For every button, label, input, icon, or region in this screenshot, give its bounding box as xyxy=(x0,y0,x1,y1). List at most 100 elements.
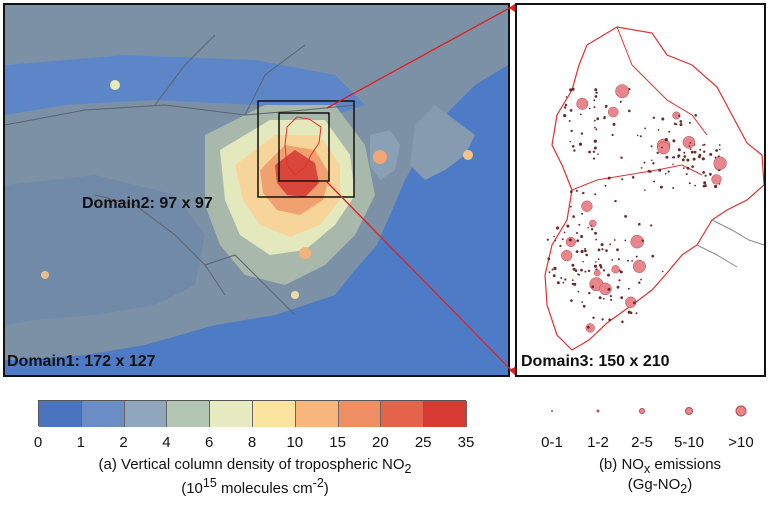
emission-point xyxy=(562,281,565,284)
colorbar-tick-label: 2 xyxy=(119,434,128,451)
emission-point xyxy=(572,215,575,218)
emission-point xyxy=(635,255,638,258)
emission-point xyxy=(605,249,608,252)
emission-point xyxy=(593,139,597,143)
emission-point xyxy=(641,239,644,242)
emission-point xyxy=(701,157,705,161)
emission-point xyxy=(580,113,582,116)
emission-point xyxy=(616,248,619,252)
tokyo-hotspot xyxy=(463,150,473,160)
emission-point xyxy=(714,184,718,189)
yangtze-hotspot xyxy=(299,247,311,259)
emission-point xyxy=(643,161,646,164)
emission-point xyxy=(628,109,631,113)
emission-point xyxy=(668,130,671,133)
emission-point xyxy=(595,128,598,131)
emission-point xyxy=(578,223,581,226)
colorbar-tick-label: 35 xyxy=(457,434,475,451)
emission-point xyxy=(581,212,584,215)
emission-point xyxy=(595,91,598,94)
emission-point xyxy=(688,121,691,124)
emission-point xyxy=(575,189,578,192)
connector-arrow-bottom xyxy=(509,367,516,376)
emission-point xyxy=(682,158,685,161)
emission-point xyxy=(657,129,660,131)
emission-point xyxy=(689,148,692,151)
emission-point xyxy=(561,238,564,241)
colorbar-cell xyxy=(338,401,382,427)
emission-point xyxy=(553,266,557,270)
emission-point xyxy=(598,296,602,300)
emission-point xyxy=(576,97,589,110)
emission-point xyxy=(581,200,593,212)
emission-point xyxy=(689,142,692,144)
emission-point xyxy=(589,219,597,228)
emission-point xyxy=(576,239,580,243)
caption-a-unit-mid: molecules cm xyxy=(216,480,313,497)
emission-point xyxy=(611,259,614,261)
emission-point xyxy=(698,153,702,157)
emission-point xyxy=(620,156,623,159)
emission-point xyxy=(672,163,674,166)
emission-point xyxy=(590,228,594,231)
province-boundary xyxy=(544,26,764,351)
emission-point xyxy=(644,127,647,130)
emission-point xyxy=(599,282,612,296)
emission-point xyxy=(586,325,590,329)
emission-point xyxy=(609,243,612,246)
emission-point xyxy=(677,154,681,158)
emission-size-label: >10 xyxy=(728,434,754,451)
emission-point xyxy=(624,215,627,218)
emission-point xyxy=(715,149,718,152)
emission-point xyxy=(704,174,707,177)
colorbar-cell xyxy=(167,401,211,427)
emission-point xyxy=(620,296,624,299)
domain3-box xyxy=(278,112,330,182)
emission-point xyxy=(679,120,683,123)
caption-a-line1: (a) Vertical column density of troposphe… xyxy=(30,456,480,476)
emission-point xyxy=(571,87,575,91)
caption-a-unit-post: ) xyxy=(323,480,329,497)
emission-point xyxy=(659,185,663,189)
emission-point xyxy=(595,261,597,263)
colorbar-cell xyxy=(295,401,339,427)
emission-point xyxy=(647,169,651,173)
emission-size-marker xyxy=(685,407,693,415)
emission-point xyxy=(677,148,681,152)
emission-point xyxy=(592,157,596,160)
emission-point xyxy=(580,132,584,135)
emission-point xyxy=(650,145,653,148)
emission-point xyxy=(719,148,721,151)
emission-point xyxy=(573,149,576,152)
emission-point xyxy=(565,236,576,248)
north-band xyxy=(5,55,365,115)
emission-point xyxy=(639,135,642,138)
emission-point xyxy=(703,150,706,153)
emission-points xyxy=(546,84,727,333)
emission-point xyxy=(573,282,577,286)
emission-size-label: 0-1 xyxy=(541,434,563,451)
emission-point xyxy=(624,239,627,242)
emission-point xyxy=(556,281,560,285)
emission-point xyxy=(627,287,630,290)
emission-point xyxy=(636,134,639,137)
caption-a-unit-sup2: -2 xyxy=(312,476,324,490)
emission-point xyxy=(570,129,573,133)
emission-point xyxy=(612,122,616,126)
emission-point xyxy=(661,117,665,121)
emission-point xyxy=(556,226,560,230)
emission-point xyxy=(683,151,686,154)
colorbar-tick-label: 15 xyxy=(329,434,346,451)
emission-point xyxy=(593,146,597,150)
emission-point xyxy=(585,253,588,257)
emission-point xyxy=(703,181,707,185)
prd-hotspot xyxy=(291,291,299,299)
emission-point xyxy=(570,299,573,302)
emission-point xyxy=(673,122,677,126)
emission-point xyxy=(665,155,669,159)
domain3-map: Domain3: 150 x 210 xyxy=(515,3,766,377)
colorbar-tick-label: 1 xyxy=(76,434,85,451)
emission-point xyxy=(702,184,706,188)
emission-point xyxy=(709,172,712,176)
